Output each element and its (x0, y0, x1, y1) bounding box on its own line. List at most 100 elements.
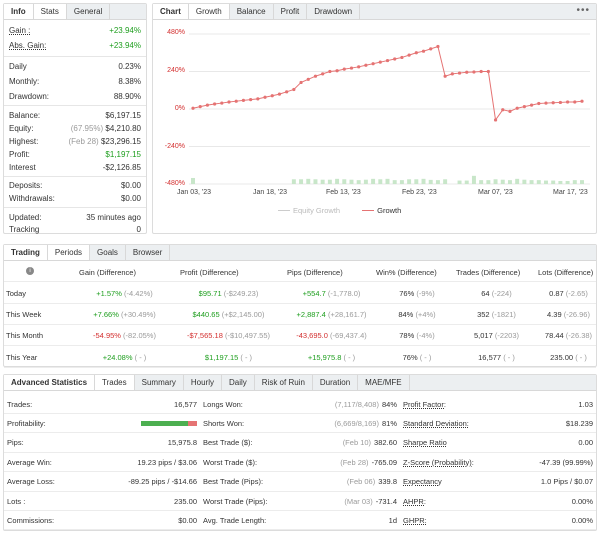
tab-general[interactable]: General (66, 4, 111, 19)
tab-mae-mfe[interactable]: MAE/MFE (358, 375, 410, 390)
profitability-fill (141, 420, 189, 426)
col-profit: Profit (Difference) (180, 268, 239, 277)
tab-browser[interactable]: Browser (125, 245, 171, 260)
volume-bar (435, 180, 440, 184)
growth-point (349, 66, 354, 70)
period-row: Today +1.57% (-4.42%) $95.71 (-$249.23) +55… (4, 283, 596, 304)
stat-label[interactable]: Z-Score (Probability): (403, 457, 474, 467)
stat-label: Shorts Won: (203, 418, 245, 428)
adv-stat-row: Profitability: (4, 414, 200, 434)
stat-value: 16,577 (174, 399, 197, 409)
stat-note: (Mar 03) (344, 496, 373, 506)
volume-bar (428, 179, 433, 184)
stat-value: $0.00 (178, 515, 197, 525)
tab-stats[interactable]: Stats (33, 4, 67, 19)
tab-drawdown[interactable]: Drawdown (307, 4, 361, 19)
growth-point (450, 72, 454, 76)
gain-value: +23.94% (109, 26, 141, 35)
info-icon[interactable]: i (26, 267, 34, 275)
interest-row: Interest -$2,126.85 (9, 162, 141, 173)
stat-label: Avg. Trade Length: (203, 515, 267, 525)
tracking-label: Tracking (9, 225, 40, 234)
period-cell-win: 78% (-4%) (399, 331, 435, 341)
growth-point (472, 70, 476, 74)
tab-trades[interactable]: Trades (95, 375, 135, 390)
volume-bar (500, 179, 505, 184)
more-dots-icon[interactable]: ••• (576, 5, 590, 16)
period-cell-gain: +7.66% (+30.49%) (93, 310, 156, 320)
stat-label[interactable]: Profit Factor: (403, 399, 446, 409)
tab-goals[interactable]: Goals (90, 245, 126, 260)
divider (4, 56, 146, 57)
tracking-value: 0 (136, 225, 141, 234)
stat-label[interactable]: AHPR: (403, 496, 426, 506)
monthly-label: Monthly: (9, 77, 40, 86)
tab-trading[interactable]: Trading (4, 245, 48, 260)
adv-stat-row: Standard Deviation: $18.239 (400, 414, 596, 434)
growth-point (270, 94, 274, 98)
daily-label: Daily (9, 62, 27, 71)
growth-point (371, 62, 375, 66)
balance-row: Balance: $6,197.15 (9, 110, 141, 121)
col-lots: Lots (Difference) (538, 268, 594, 277)
growth-point (551, 101, 555, 105)
growth-point (328, 69, 332, 74)
stat-label: Trades: (7, 399, 33, 409)
volume-bar (522, 179, 527, 184)
deposits-value: $0.00 (120, 181, 141, 190)
period-cell-win: 84% (+4%) (398, 310, 436, 320)
tab-info[interactable]: Info (4, 4, 34, 19)
updated-row: Updated: 35 minutes ago (9, 212, 141, 223)
growth-point (457, 71, 462, 75)
growth-point (378, 60, 382, 64)
volume-bar (349, 179, 354, 184)
stat-label[interactable]: Standard Deviation: (403, 418, 469, 428)
tab-chart[interactable]: Chart (153, 4, 189, 19)
tab-profit[interactable]: Profit (273, 4, 308, 19)
x-tick-label: Mar 17, '23 (553, 189, 588, 196)
growth-point (501, 108, 505, 112)
updated-label: Updated: (9, 213, 42, 222)
stat-label[interactable]: GHPR: (403, 515, 427, 525)
legend-equity-growth[interactable]: Equity Growth (278, 206, 340, 215)
tab-balance[interactable]: Balance (229, 4, 274, 19)
adv-stat-row: Sharpe Ratio 0.00 (400, 434, 596, 453)
growth-point (205, 103, 210, 107)
tab-risk-of-ruin[interactable]: Risk of Ruin (254, 375, 313, 390)
tab-duration[interactable]: Duration (312, 375, 359, 390)
growth-point (465, 70, 469, 74)
stat-label: Commissions: (7, 515, 55, 525)
period-cell-profit: $95.71 (-$249.23) (198, 289, 259, 298)
volume-bar (493, 179, 498, 184)
volume-bar (479, 180, 484, 184)
tab-hourly[interactable]: Hourly (183, 375, 222, 390)
growth-point (522, 105, 526, 109)
period-cell-profit: $440.65 (+$2,145.00) (192, 310, 265, 320)
stat-label[interactable]: Expectancy (403, 477, 442, 487)
growth-point (335, 69, 339, 73)
growth-point (508, 109, 512, 113)
volume-bar (363, 179, 368, 184)
stat-value: 382.60 (374, 438, 397, 448)
stat-note: (Feb 10) (342, 438, 372, 448)
stat-label: Profitability: (7, 418, 46, 428)
tab-advanced-statistics[interactable]: Advanced Statistics (4, 375, 96, 390)
drawdown-row: Drawdown: 88.90% (9, 91, 141, 102)
monthly-row: Monthly: 8.38% (9, 76, 141, 87)
y-tick-label: 240% (167, 67, 185, 74)
stat-label[interactable]: Sharpe Ratio (403, 438, 447, 448)
adv-stat-row: Expectancy 1.0 Pips / $0.07 (400, 473, 596, 492)
tab-daily[interactable]: Daily (222, 375, 255, 390)
volume-bar (407, 179, 412, 184)
period-cell-trades: 5,017 (-2203) (473, 331, 520, 341)
tab-periods[interactable]: Periods (47, 245, 91, 260)
stat-value: $18.239 (565, 418, 593, 428)
tab-summary[interactable]: Summary (134, 375, 184, 390)
volume-bar (299, 179, 304, 184)
tab-growth[interactable]: Growth (188, 4, 230, 19)
growth-point (515, 106, 519, 110)
adv-stat-row: Shorts Won: (6,669/8,169) 81% (200, 414, 400, 434)
legend-growth[interactable]: Growth (362, 206, 401, 215)
adv-stat-row: Lots : 235.00 (4, 492, 200, 511)
divider (4, 207, 146, 208)
